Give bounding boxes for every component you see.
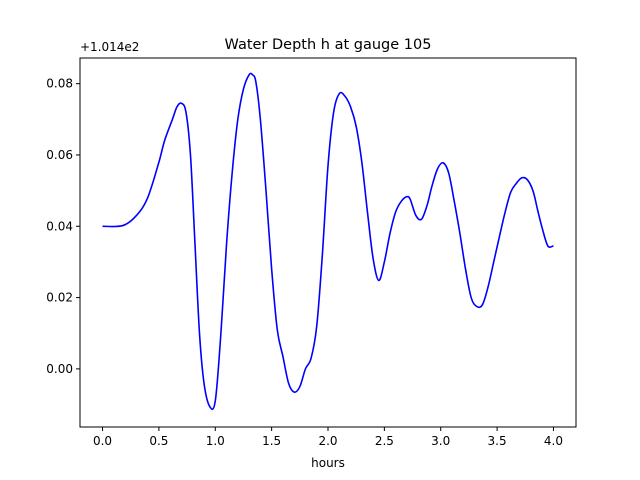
- x-tick-label: 1.5: [262, 434, 281, 448]
- y-tick-label: 0.00: [46, 362, 73, 376]
- series-layer: [102, 72, 554, 411]
- x-tick-label: 2.0: [318, 434, 337, 448]
- x-tick-label: 0.0: [93, 434, 112, 448]
- plot-area: [80, 58, 576, 427]
- x-tick-label: 2.5: [375, 434, 394, 448]
- series-line: [102, 72, 554, 411]
- chart-title: Water Depth h at gauge 105: [225, 37, 432, 53]
- y-tick-label: 0.04: [46, 219, 73, 233]
- x-tick-label: 0.5: [149, 434, 168, 448]
- x-tick-label: 4.0: [544, 434, 563, 448]
- y-tick-label: 0.06: [46, 148, 73, 162]
- y-axis: 0.00 0.02 0.04 0.06 0.08: [46, 77, 80, 376]
- x-tick-label: 3.5: [488, 434, 507, 448]
- y-tick-label: 0.02: [46, 291, 73, 305]
- y-tick-label: 0.08: [46, 77, 73, 91]
- x-axis-label: hours: [311, 456, 345, 470]
- x-axis: 0.0 0.5 1.0 1.5 2.0 2.5 3.0 3.5 4.0: [93, 427, 563, 448]
- x-tick-label: 3.0: [431, 434, 450, 448]
- y-axis-offset-text: +1.014e2: [80, 40, 139, 54]
- x-tick-label: 1.0: [206, 434, 225, 448]
